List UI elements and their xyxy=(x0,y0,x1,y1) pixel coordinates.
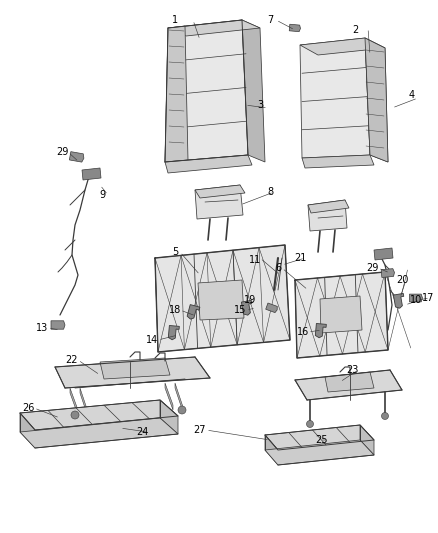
Polygon shape xyxy=(80,388,88,417)
Text: 15: 15 xyxy=(234,305,246,315)
Polygon shape xyxy=(165,20,248,162)
Polygon shape xyxy=(360,425,374,455)
Polygon shape xyxy=(70,388,78,415)
Polygon shape xyxy=(100,358,170,379)
Polygon shape xyxy=(300,38,370,158)
Text: 22: 22 xyxy=(66,355,78,365)
Text: 24: 24 xyxy=(136,427,148,437)
Polygon shape xyxy=(168,20,260,36)
Text: 2: 2 xyxy=(352,25,358,35)
Polygon shape xyxy=(365,38,388,162)
Polygon shape xyxy=(320,296,362,333)
Polygon shape xyxy=(300,38,385,55)
Text: 19: 19 xyxy=(244,295,256,305)
Polygon shape xyxy=(241,301,252,315)
Polygon shape xyxy=(265,440,374,465)
Polygon shape xyxy=(302,155,374,168)
Polygon shape xyxy=(165,155,252,173)
Circle shape xyxy=(307,421,314,427)
Polygon shape xyxy=(195,185,243,219)
Text: 17: 17 xyxy=(422,293,434,303)
Polygon shape xyxy=(168,326,179,340)
Polygon shape xyxy=(289,24,300,31)
Polygon shape xyxy=(175,383,183,412)
Polygon shape xyxy=(365,38,388,162)
Text: 6: 6 xyxy=(275,263,281,273)
Polygon shape xyxy=(155,245,290,352)
Polygon shape xyxy=(265,435,278,465)
Text: 20: 20 xyxy=(396,275,408,285)
Polygon shape xyxy=(242,20,265,162)
Polygon shape xyxy=(51,321,65,329)
Polygon shape xyxy=(82,168,101,180)
Polygon shape xyxy=(374,248,393,260)
Text: 25: 25 xyxy=(316,435,328,445)
Circle shape xyxy=(71,411,79,419)
Polygon shape xyxy=(20,413,35,448)
Polygon shape xyxy=(315,324,326,338)
Polygon shape xyxy=(160,400,178,434)
Text: 9: 9 xyxy=(99,190,105,200)
Text: 3: 3 xyxy=(257,100,263,110)
Text: 13: 13 xyxy=(36,323,48,333)
Text: 8: 8 xyxy=(267,187,273,197)
Text: 7: 7 xyxy=(267,15,273,25)
Polygon shape xyxy=(381,269,395,278)
Polygon shape xyxy=(295,370,402,400)
Text: 14: 14 xyxy=(146,335,158,345)
Polygon shape xyxy=(265,425,374,450)
Polygon shape xyxy=(20,418,178,448)
Text: 18: 18 xyxy=(169,305,181,315)
Text: 11: 11 xyxy=(249,255,261,265)
Polygon shape xyxy=(393,293,404,308)
Text: 29: 29 xyxy=(366,263,378,273)
Polygon shape xyxy=(266,303,277,313)
Text: 10: 10 xyxy=(410,295,422,305)
Polygon shape xyxy=(195,185,245,198)
Text: 5: 5 xyxy=(172,247,178,257)
Polygon shape xyxy=(308,200,349,213)
Polygon shape xyxy=(308,200,347,231)
Polygon shape xyxy=(55,357,210,388)
Text: 21: 21 xyxy=(294,253,306,263)
Polygon shape xyxy=(69,152,84,162)
Polygon shape xyxy=(198,280,244,320)
Text: 16: 16 xyxy=(297,327,309,337)
Text: 26: 26 xyxy=(22,403,34,413)
Circle shape xyxy=(178,406,186,414)
Polygon shape xyxy=(165,26,188,162)
Polygon shape xyxy=(325,372,374,392)
Polygon shape xyxy=(20,400,178,430)
Polygon shape xyxy=(295,272,388,358)
Polygon shape xyxy=(410,294,423,302)
Text: 4: 4 xyxy=(409,90,415,100)
Text: 27: 27 xyxy=(194,425,206,435)
Circle shape xyxy=(381,413,389,419)
Polygon shape xyxy=(165,383,173,410)
Text: 29: 29 xyxy=(56,147,68,157)
Text: 23: 23 xyxy=(346,365,358,375)
Polygon shape xyxy=(187,304,200,319)
Text: 1: 1 xyxy=(172,15,178,25)
